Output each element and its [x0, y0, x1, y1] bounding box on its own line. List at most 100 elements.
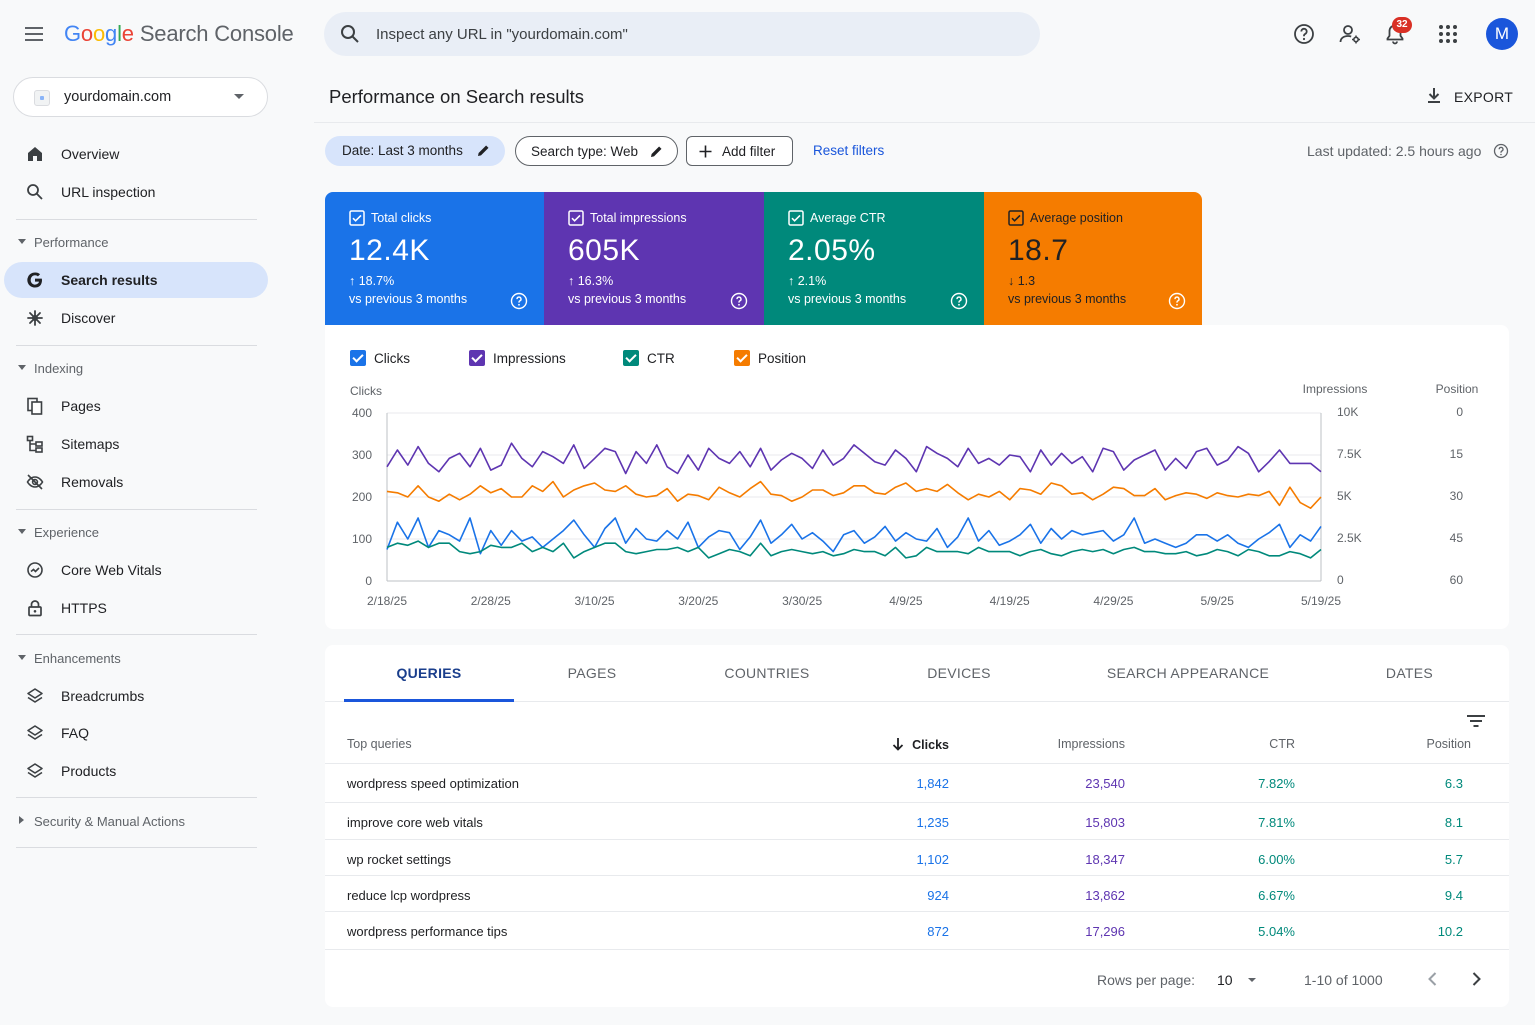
url-inspect-search[interactable] [324, 12, 1040, 56]
reset-filters-link[interactable]: Reset filters [813, 143, 885, 158]
avatar[interactable]: M [1486, 18, 1518, 50]
sidebar-item-discover[interactable]: Discover [4, 300, 268, 336]
checkbox-checked-icon[interactable] [1008, 210, 1024, 226]
section-performance[interactable]: Performance [16, 231, 266, 255]
collapse-triangle-icon [18, 365, 26, 370]
ctr-cell: 6.67% [1258, 888, 1295, 903]
sidebar-item-core-web-vitals[interactable]: Core Web Vitals [4, 552, 268, 588]
sidebar-item-search-results[interactable]: Search results [4, 262, 268, 298]
tab-devices[interactable]: DEVICES [927, 665, 991, 681]
y-axis-title: Clicks [350, 384, 382, 398]
sidebar-item-removals[interactable]: Removals [4, 464, 268, 500]
sidebar-item-faq[interactable]: FAQ [4, 715, 268, 751]
section-label: Enhancements [34, 651, 121, 666]
section-enhancements[interactable]: Enhancements [16, 647, 266, 671]
edit-pencil-icon [476, 143, 491, 158]
help-icon[interactable] [1168, 292, 1186, 310]
property-selector[interactable]: yourdomain.com [13, 77, 268, 117]
impressions-cell: 18,347 [1085, 852, 1125, 867]
column-header-ctr[interactable]: CTR [1269, 737, 1295, 751]
table-row[interactable]: reduce lcp wordpress 924 13,862 6.67% 9.… [325, 875, 1509, 912]
logo-letter: l [117, 21, 122, 46]
help-icon[interactable] [730, 292, 748, 310]
section-indexing[interactable]: Indexing [16, 357, 266, 381]
sidebar-item-label: Overview [61, 146, 120, 162]
position-tick-label: 60 [1450, 573, 1464, 587]
column-header-impressions[interactable]: Impressions [1057, 737, 1125, 751]
help-icon[interactable] [950, 292, 968, 310]
metric-label: Average CTR [810, 211, 886, 225]
sidebar-item-url-inspection[interactable]: URL inspection [4, 174, 268, 210]
search-input[interactable] [376, 12, 1016, 56]
search-console-logo[interactable]: Google Search Console [64, 21, 294, 47]
sidebar-item-products[interactable]: Products [4, 753, 268, 789]
table-row[interactable]: wordpress performance tips 872 17,296 5.… [325, 911, 1509, 948]
filter-rows-icon[interactable] [1466, 713, 1486, 729]
sidebar-item-overview[interactable]: Overview [4, 136, 268, 172]
layers-icon [26, 762, 44, 780]
tab-queries[interactable]: QUERIES [396, 665, 462, 681]
section-label: Indexing [34, 361, 84, 376]
position-cell: 6.3 [1444, 776, 1463, 791]
removals-icon [26, 473, 44, 491]
gauge-icon [26, 561, 44, 579]
help-icon[interactable] [1493, 143, 1509, 159]
column-header-position[interactable]: Position [1426, 737, 1471, 751]
tab-pages[interactable]: PAGES [567, 665, 617, 681]
checkbox-checked-icon[interactable] [349, 210, 365, 226]
clicks-cell: 1,842 [916, 776, 949, 791]
tab-search-appearance[interactable]: SEARCH APPEARANCE [1106, 665, 1270, 681]
manage-users-icon[interactable] [1338, 22, 1362, 46]
help-icon[interactable] [510, 292, 528, 310]
checkbox-checked-icon[interactable] [568, 210, 584, 226]
sidebar-item-breadcrumbs[interactable]: Breadcrumbs [4, 678, 268, 714]
impressions-cell: 23,540 [1085, 776, 1125, 791]
x-tick-label: 3/20/25 [678, 594, 718, 608]
layers-icon [26, 687, 44, 705]
home-icon [26, 145, 44, 163]
sidebar-item-label: Pages [61, 398, 101, 414]
sidebar-divider [16, 634, 257, 635]
metric-card-position[interactable]: Average position 18.7 ↓ 1.3 vs previous … [984, 192, 1202, 325]
performance-line-chart[interactable]: 400 10K 0 300 7.5K 15 200 5K 30 100 2.5K 45 0 0 60 Clic… [325, 375, 1509, 625]
clicks-cell: 1,235 [916, 815, 949, 830]
collapse-triangle-icon [18, 529, 26, 534]
section-security[interactable]: Security & Manual Actions [16, 810, 266, 834]
section-label: Performance [34, 235, 109, 250]
sidebar-item-label: HTTPS [61, 600, 107, 616]
sidebar-item-https[interactable]: HTTPS [4, 590, 268, 626]
search-icon[interactable] [340, 24, 360, 44]
apps-icon[interactable] [1436, 22, 1460, 46]
query-cell: wp rocket settings [347, 852, 452, 867]
search-type-filter-chip[interactable]: Search type: Web [515, 136, 678, 166]
rows-per-page-select[interactable]: 10 [1217, 967, 1265, 991]
checkbox-checked-icon[interactable] [788, 210, 804, 226]
metric-card-impressions[interactable]: Total impressions 605K ↑ 16.3% vs previo… [544, 192, 764, 325]
sidebar-item-label: Sitemaps [61, 436, 120, 452]
column-header-clicks[interactable]: Clicks [892, 737, 949, 752]
metric-card-ctr[interactable]: Average CTR 2.05% ↑ 2.1% vs previous 3 m… [764, 192, 984, 325]
next-page-button[interactable] [1466, 969, 1486, 989]
previous-page-button[interactable] [1423, 969, 1443, 989]
date-filter-chip[interactable]: Date: Last 3 months [325, 136, 505, 166]
sidebar-item-pages[interactable]: Pages [4, 388, 268, 424]
legend-label: Position [758, 351, 807, 366]
menu-icon[interactable] [24, 24, 46, 44]
table-row[interactable]: improve core web vitals 1,235 15,803 7.8… [325, 802, 1509, 839]
sidebar-item-label: Products [61, 763, 117, 779]
chip-label: Add filter [722, 144, 776, 159]
section-experience[interactable]: Experience [16, 521, 266, 545]
help-icon[interactable] [1292, 22, 1316, 46]
sidebar-item-sitemaps[interactable]: Sitemaps [4, 426, 268, 462]
add-filter-button[interactable]: Add filter [686, 136, 793, 166]
metric-delta: ↑ 2.1% [788, 274, 827, 288]
table-row[interactable]: wordpress speed optimization 1,842 23,54… [325, 763, 1509, 800]
table-row[interactable]: wp rocket settings 1,102 18,347 6.00% 5.… [325, 839, 1509, 876]
tab-dates[interactable]: DATES [1385, 665, 1434, 681]
section-label: Security & Manual Actions [34, 814, 186, 829]
tab-countries[interactable]: COUNTRIES [724, 665, 810, 681]
query-cell: wordpress performance tips [347, 924, 508, 939]
metric-card-clicks[interactable]: Total clicks 12.4K ↑ 18.7% vs previous 3… [325, 192, 544, 325]
chevron-right-icon [1472, 972, 1481, 986]
google-g-icon [26, 271, 44, 289]
